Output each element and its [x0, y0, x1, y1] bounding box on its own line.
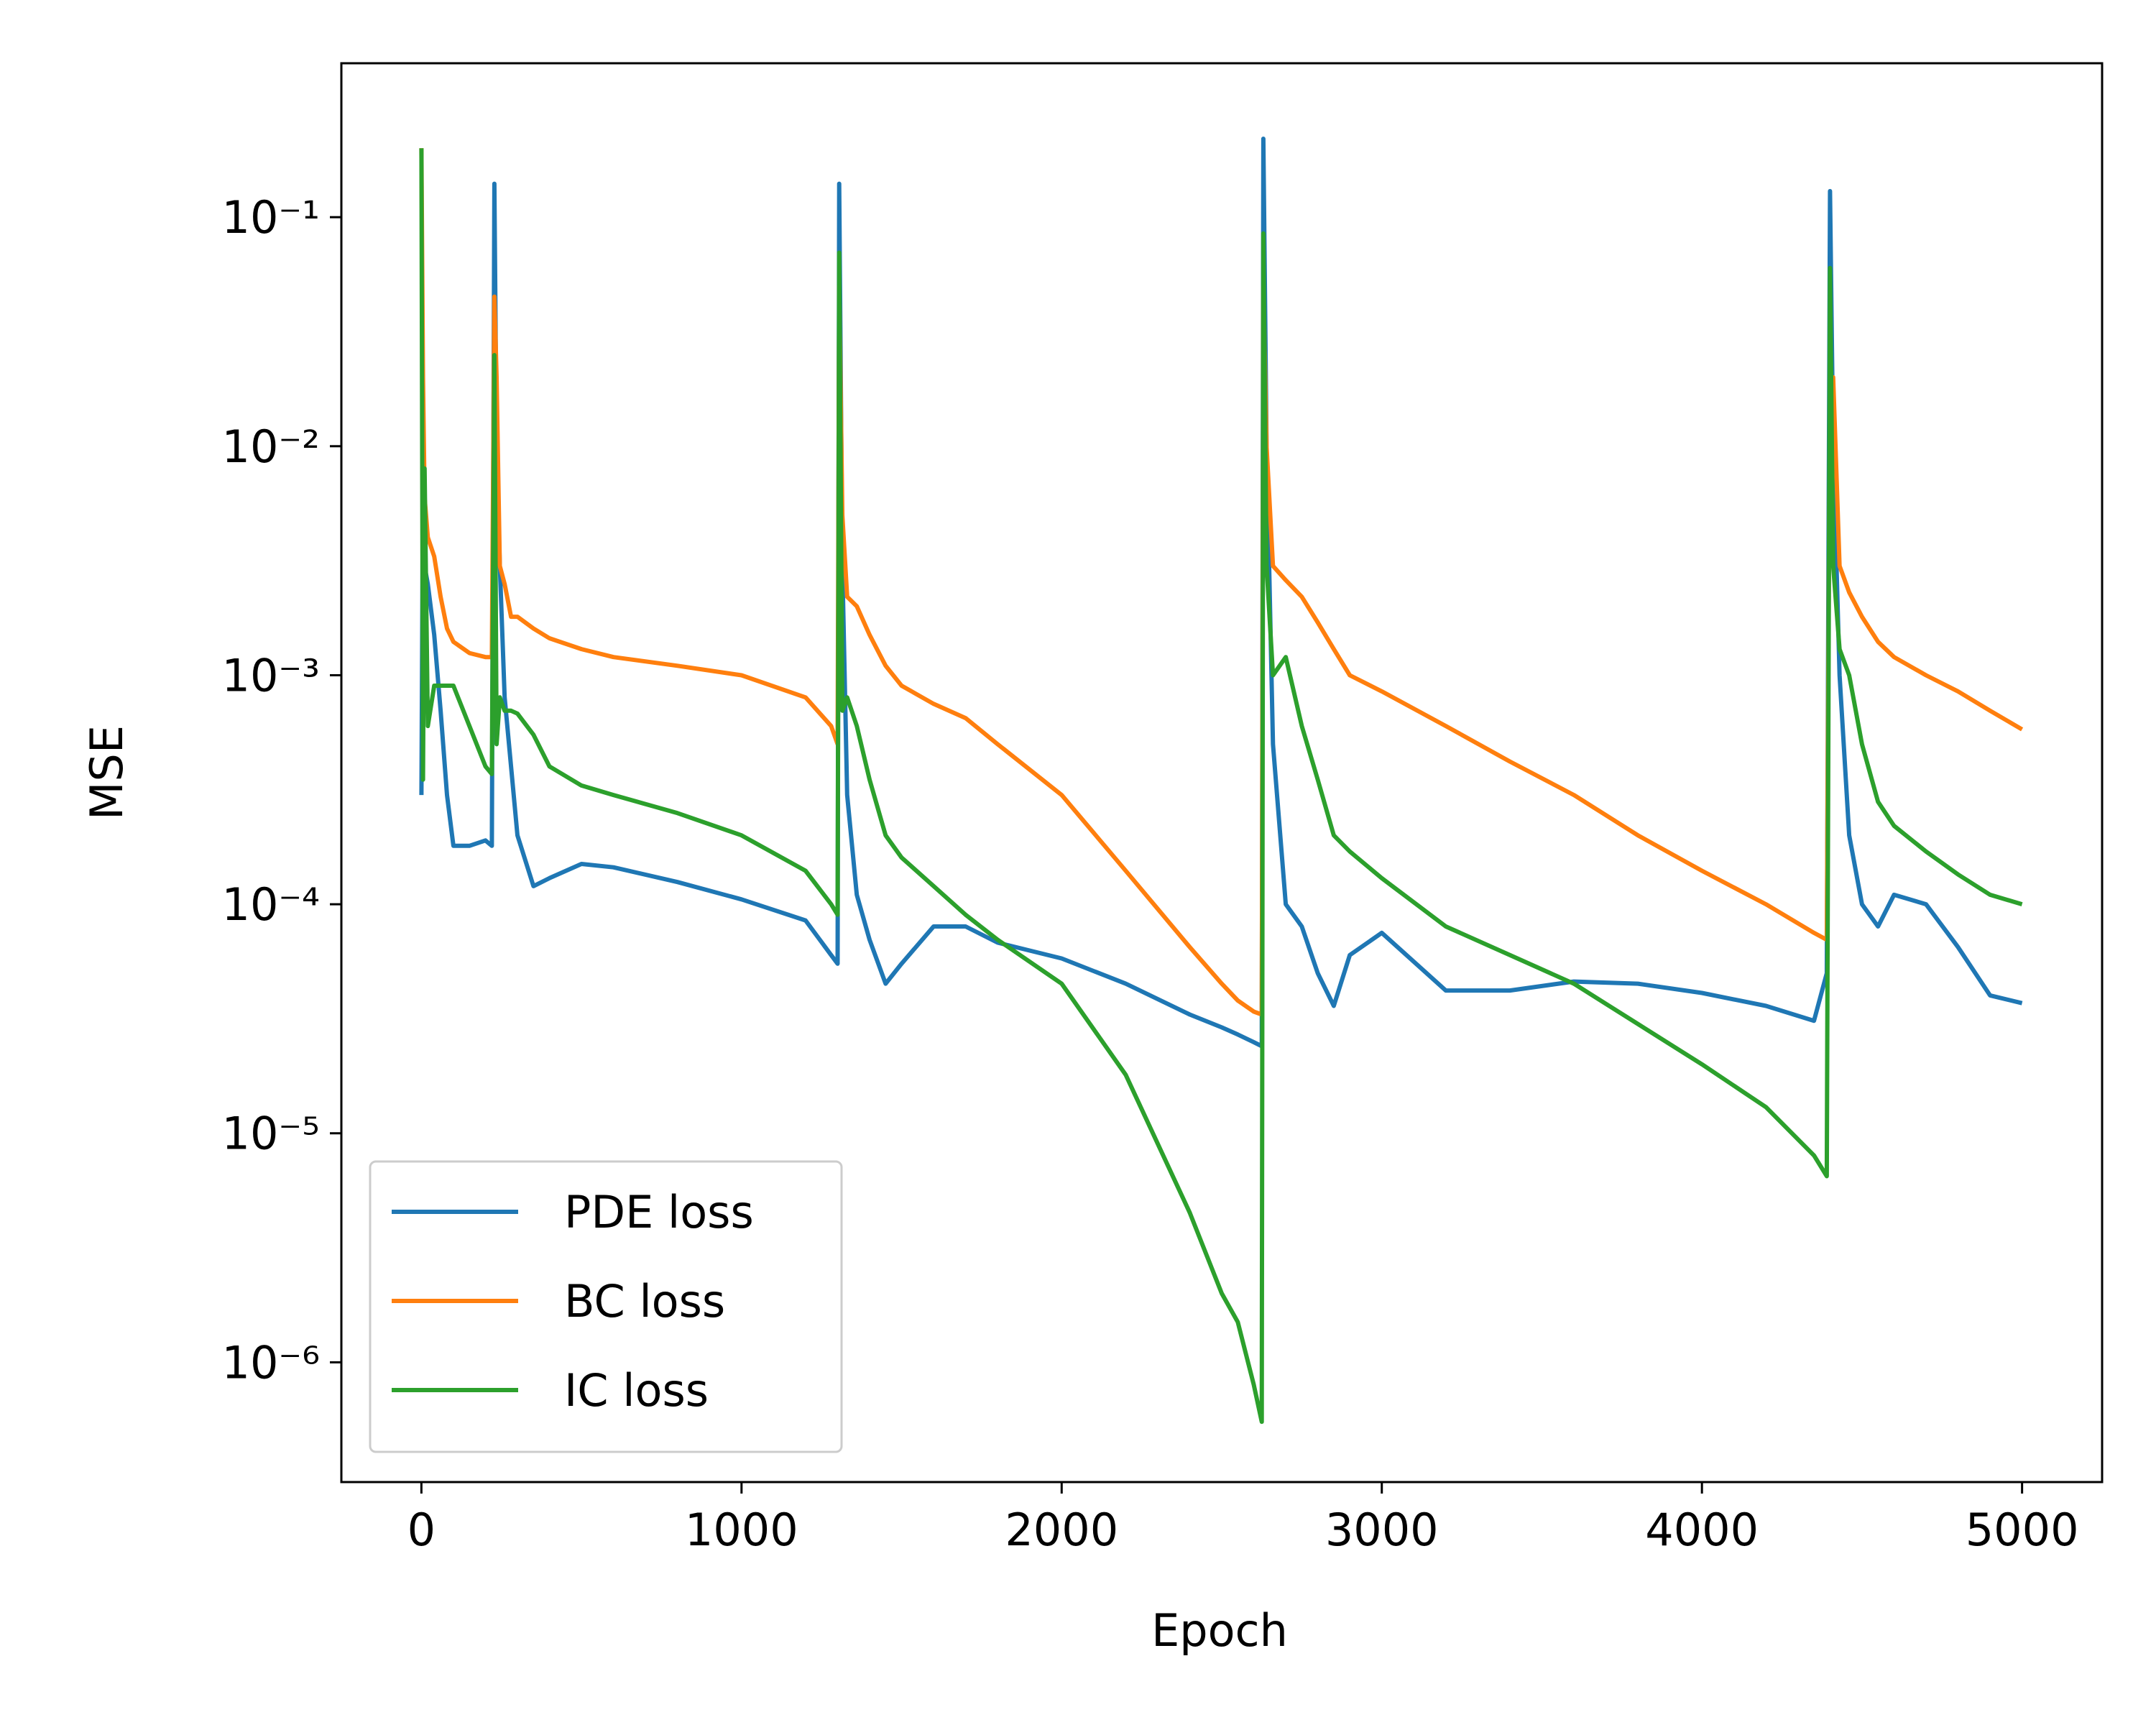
y-tick-label: 10⁻¹ [222, 191, 320, 244]
x-tick-label: 0 [407, 1504, 436, 1556]
series-line [419, 148, 2023, 1425]
legend-label: BC loss [564, 1275, 725, 1328]
axes-frame [340, 62, 2104, 1484]
y-tick-label: 10⁻³ [222, 649, 320, 702]
y-axis-label: MSE [80, 725, 133, 820]
x-axis-label: Epoch [1151, 1604, 1288, 1657]
series-line [419, 148, 2024, 1017]
y-tick-label: 10⁻⁶ [222, 1336, 320, 1389]
y-tick-label: 10⁻⁵ [222, 1108, 320, 1160]
legend-label: IC loss [564, 1364, 709, 1417]
plot-area [419, 137, 2024, 1425]
x-tick-label: 2000 [1005, 1504, 1118, 1556]
x-tick-label: 1000 [685, 1504, 798, 1556]
legend-box [369, 1160, 843, 1453]
x-tick-label: 3000 [1325, 1504, 1439, 1556]
x-tick-label: 5000 [1966, 1504, 2079, 1556]
y-tick-label: 10⁻⁴ [222, 878, 320, 931]
legend-label: PDE loss [564, 1186, 754, 1238]
x-tick-label: 4000 [1645, 1504, 1759, 1556]
y-tick-label: 10⁻² [222, 420, 320, 473]
